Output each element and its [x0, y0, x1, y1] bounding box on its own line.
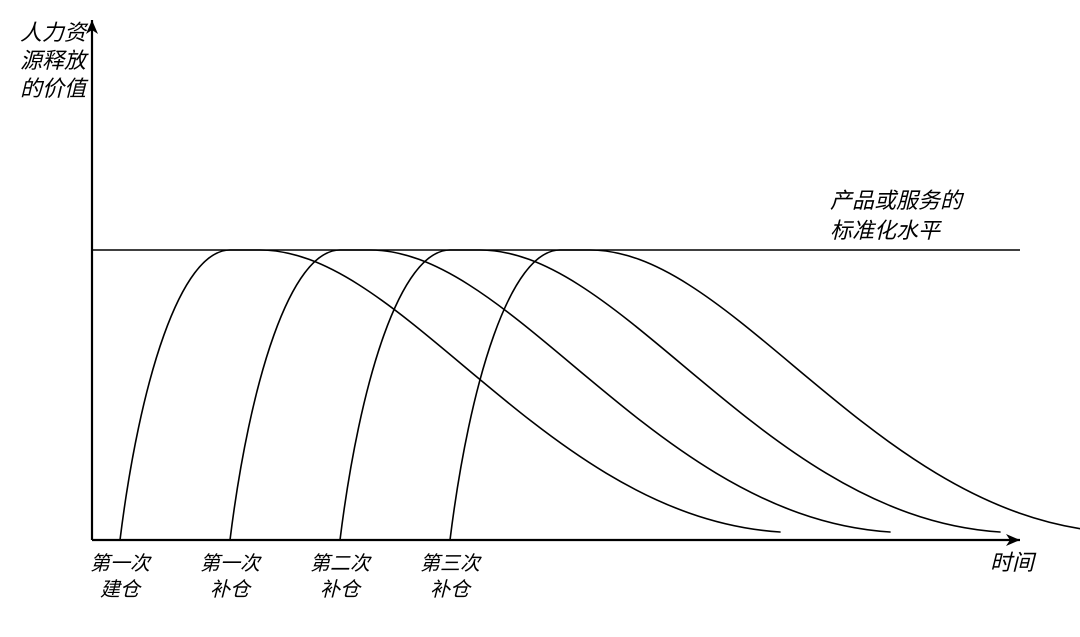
x-tick-label-line: 第二次: [310, 553, 372, 575]
value-curve-4: [450, 250, 1080, 540]
value-curve-3: [340, 250, 1000, 540]
x-tick-label-line: 补仓: [210, 579, 252, 601]
x-tick-label-4: 第三次补仓: [420, 553, 482, 601]
standardization-annotation: 产品或服务的标准化水平: [830, 188, 965, 243]
annotation-line: 标准化水平: [830, 218, 942, 243]
hr-value-chart: 人力资源释放的价值时间产品或服务的标准化水平第一次建仓第一次补仓第二次补仓第三次…: [0, 0, 1080, 637]
value-curve-1: [120, 250, 780, 540]
y-axis-label: 人力资源释放的价值: [20, 20, 89, 101]
y-axis-label-line: 的价值: [20, 76, 89, 101]
y-axis-label-line: 人力资: [20, 20, 89, 45]
x-tick-label-3: 第二次补仓: [310, 553, 372, 601]
y-axis-label-line: 源释放: [20, 48, 89, 73]
x-tick-label-line: 第三次: [420, 553, 482, 575]
x-tick-label-line: 建仓: [100, 579, 142, 601]
x-tick-label-line: 补仓: [430, 579, 472, 601]
annotation-line: 产品或服务的: [830, 188, 965, 213]
x-tick-label-1: 第一次建仓: [90, 553, 152, 601]
x-axis-label: 时间: [990, 550, 1037, 575]
value-curve-2: [230, 250, 890, 540]
x-tick-label-2: 第一次补仓: [200, 553, 262, 601]
x-tick-label-line: 第一次: [90, 553, 152, 575]
x-tick-label-line: 第一次: [200, 553, 262, 575]
x-tick-label-line: 补仓: [320, 579, 362, 601]
